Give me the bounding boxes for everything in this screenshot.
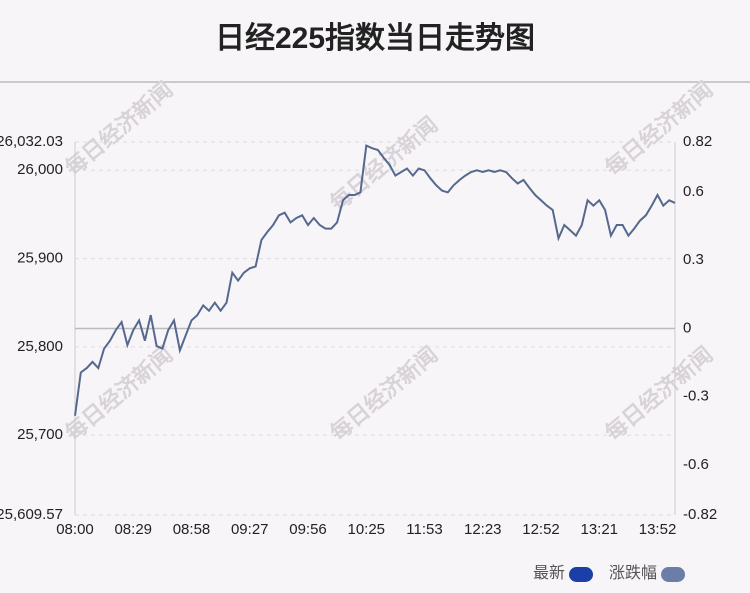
y-tick-label: 26,000 xyxy=(17,161,63,178)
line xyxy=(74,144,676,416)
y-tick-label: 25,800 xyxy=(17,338,63,355)
x-tick-label: 11:53 xyxy=(406,521,442,538)
x-tick-label: 13:52 xyxy=(639,521,677,538)
x-tick-label: 10:25 xyxy=(347,521,385,538)
legend-label: 最新 xyxy=(533,564,565,582)
legend-label: 涨跌幅 xyxy=(609,564,657,582)
x-tick-label: 12:23 xyxy=(464,521,502,538)
legend-swatch xyxy=(661,567,686,582)
y2-tick-label: -0.6 xyxy=(683,456,709,473)
x-tick-label: 08:29 xyxy=(114,521,152,538)
x-tick-label: 09:56 xyxy=(289,521,327,538)
y2-tick-label: -0.82 xyxy=(683,506,717,523)
x-tick-label: 09:27 xyxy=(231,521,269,538)
y2-tick-label: -0.3 xyxy=(683,388,709,405)
y2-tick-label: 0.3 xyxy=(683,251,704,268)
y2-tick-label: 0 xyxy=(683,319,691,336)
x-tick-label: 08:58 xyxy=(173,521,211,538)
y-tick-label: 25,609.57 xyxy=(0,506,63,523)
x-tick-label: 08:00 xyxy=(56,521,94,538)
chart-title: 日经225指数当日走势图 xyxy=(215,21,535,55)
y-tick-label: 26,032.03 xyxy=(0,133,63,150)
legend-swatch xyxy=(569,567,594,582)
y2-tick-label: 0.82 xyxy=(683,133,712,150)
y-tick-label: 25,900 xyxy=(17,250,63,267)
y2-tick-label: 0.6 xyxy=(683,183,704,200)
x-tick-label: 13:21 xyxy=(580,521,618,538)
x-tick-label: 12:52 xyxy=(522,521,560,538)
y-tick-label: 25,700 xyxy=(17,426,63,443)
